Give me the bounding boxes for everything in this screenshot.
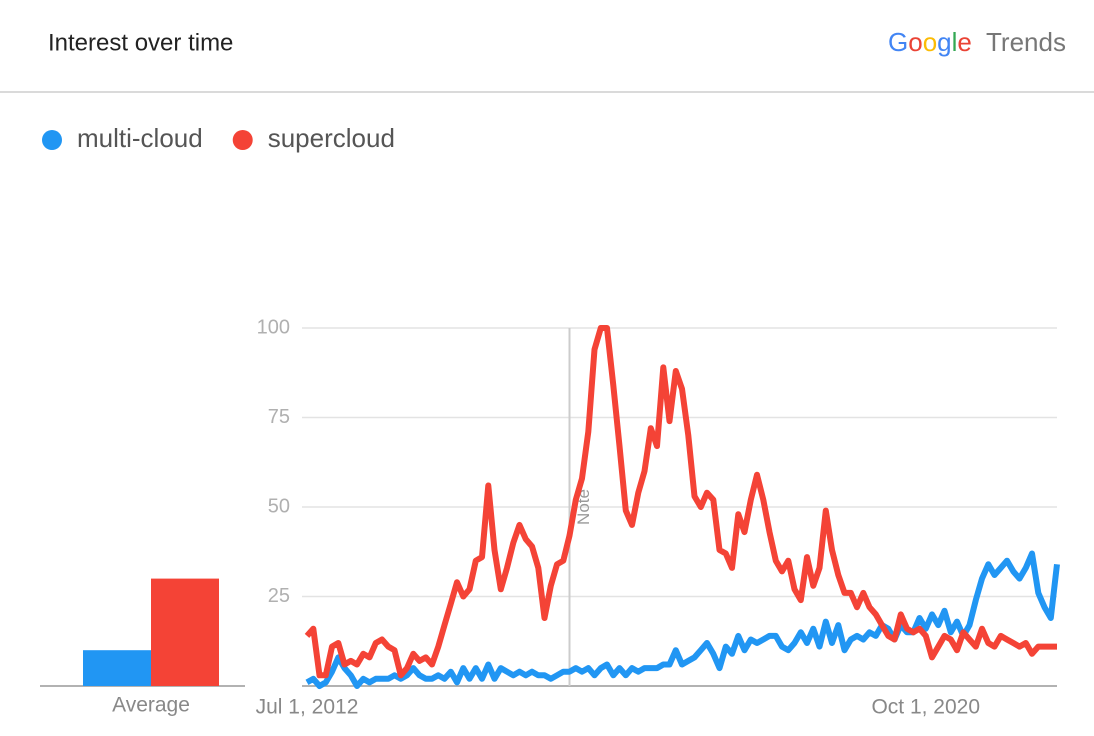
brand-letter: g xyxy=(937,27,951,57)
y-tick-label: 50 xyxy=(268,495,290,517)
y-tick-label: 25 xyxy=(268,585,290,607)
series-line xyxy=(305,550,1060,689)
legend-label: supercloud xyxy=(268,123,395,153)
brand-logo: Google xyxy=(888,27,972,57)
legend-label: multi-cloud xyxy=(77,123,203,153)
x-tick-label: Average xyxy=(112,694,190,717)
brand-letter: o xyxy=(908,27,922,57)
legend-marker xyxy=(42,130,62,150)
chart-title: Interest over time xyxy=(48,29,233,56)
brand-letter: e xyxy=(957,27,971,57)
x-tick-label: Oct 1, 2020 xyxy=(871,696,980,719)
series-line xyxy=(304,325,1057,679)
brand-letter: G xyxy=(888,27,908,57)
legend-marker xyxy=(232,130,253,150)
y-tick-label: 100 xyxy=(257,316,290,338)
brand-letter: o xyxy=(923,27,937,57)
y-tick-label: 75 xyxy=(268,406,290,428)
bar xyxy=(151,578,219,686)
brand-product: Trends xyxy=(986,27,1066,57)
bar xyxy=(83,650,151,686)
x-tick-label: Jul 1, 2012 xyxy=(256,696,359,719)
brand-letter: l xyxy=(952,27,958,57)
